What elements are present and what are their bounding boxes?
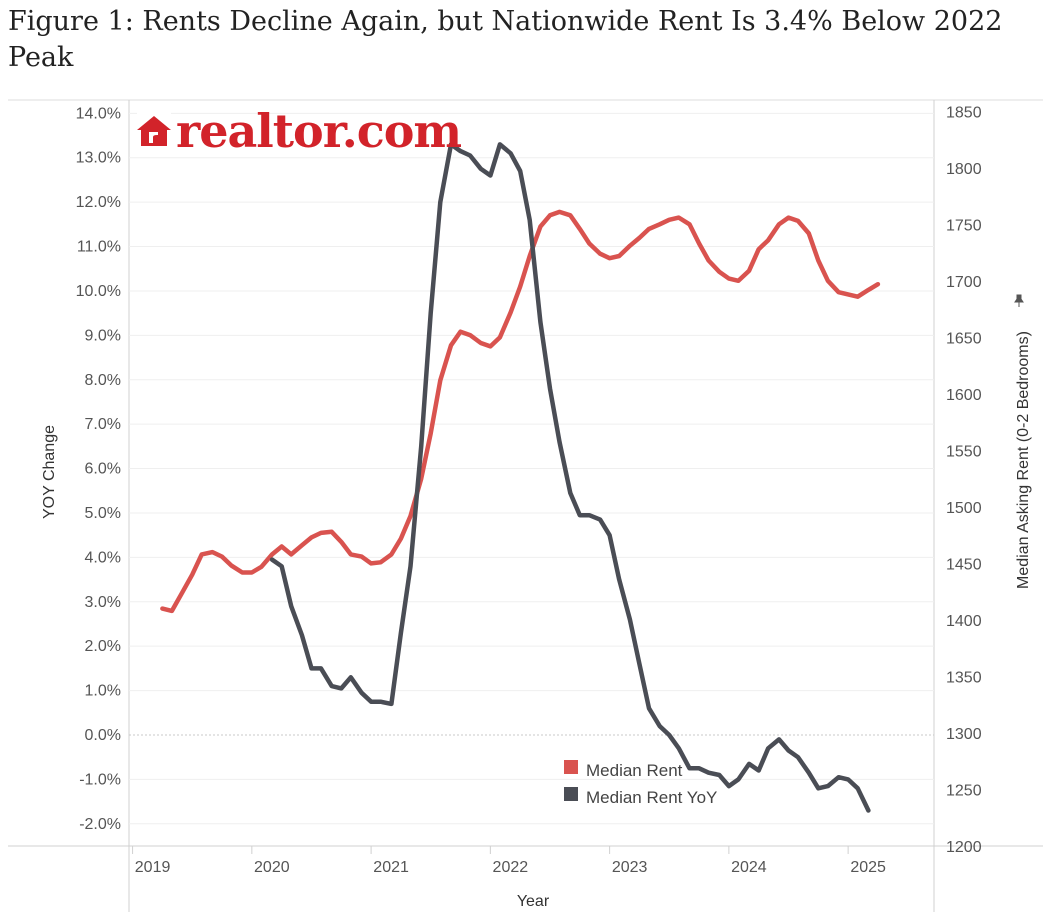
right-tick-label: 1200 [946,839,982,856]
x-tick-label: 2024 [731,859,767,876]
x-tick-label: 2022 [493,859,529,876]
right-tick-label: 1350 [946,669,982,686]
x-tick-label: 2025 [850,859,886,876]
series-line-median-rent-yoy [269,142,871,813]
realtor-logo: realtor.com [137,104,462,158]
left-tick-label: 14.0% [76,105,121,122]
house-icon [137,112,171,146]
left-tick-label: -1.0% [79,771,121,788]
x-axis-title: Year [517,893,550,910]
left-tick-label: 7.0% [85,416,121,433]
figure-title: Figure 1: Rents Decline Again, but Natio… [8,6,1003,73]
series-line-median-rent [160,209,881,614]
legend: Median Rent Median Rent YoY [564,760,717,807]
series-layer [160,142,881,813]
left-tick-label: 9.0% [85,327,121,344]
legend-item-median-rent-yoy: Median Rent YoY [564,787,717,807]
right-tick-label: 1300 [946,726,982,743]
legend-swatch-median-rent-yoy [564,787,578,801]
right-tick-label: 1450 [946,556,982,573]
left-axis-ticks: 14.0% 13.0% 12.0% 11.0% 10.0% 9.0% 8.0% 7.0% 6.0… [76,105,121,832]
left-tick-label: 5.0% [85,505,121,522]
left-tick-label: 10.0% [76,283,121,300]
left-tick-label: 0.0% [85,727,121,744]
left-tick-label: 3.0% [85,594,121,611]
legend-item-median-rent: Median Rent [564,760,683,780]
right-tick-label: 1850 [946,104,982,121]
right-axis-ticks: 1850 1800 1750 1700 1650 1600 1550 1500 1450 1400… [946,104,982,856]
right-tick-label: 1700 [946,274,982,291]
left-tick-label: 4.0% [85,549,121,566]
left-tick-label: 11.0% [77,239,121,256]
right-axis-title: Median Asking Rent (0-2 Bedrooms) [1015,331,1032,589]
x-tick-label: 2021 [373,859,409,876]
left-axis-title: YOY Change [41,425,58,519]
right-tick-label: 1500 [946,500,982,517]
right-tick-label: 1250 [946,782,982,799]
x-tick-label: 2019 [135,859,171,876]
right-tick-label: 1800 [946,161,982,178]
left-tick-label: 1.0% [85,683,121,700]
right-tick-label: 1600 [946,387,982,404]
x-tick-label: 2023 [612,859,648,876]
pin-icon [1014,294,1024,307]
right-tick-label: 1650 [946,330,982,347]
right-tick-label: 1550 [946,443,982,460]
legend-label-median-rent-yoy: Median Rent YoY [586,788,717,807]
x-axis-ticks: 2019 2020 2021 2022 2023 2024 2025 [132,846,886,876]
left-tick-label: 2.0% [85,638,121,655]
left-tick-label: 13.0% [76,150,121,167]
right-tick-label: 1400 [946,613,982,630]
left-tick-label: -2.0% [79,816,121,833]
left-tick-label: 12.0% [76,194,121,211]
legend-swatch-median-rent [564,760,578,774]
logo-text: realtor.com [176,104,461,158]
left-tick-label: 6.0% [85,461,121,478]
legend-label-median-rent: Median Rent [586,761,683,780]
right-tick-label: 1750 [946,217,982,234]
left-tick-label: 8.0% [85,372,121,389]
chart-frame [8,99,1043,912]
x-tick-label: 2020 [254,859,290,876]
